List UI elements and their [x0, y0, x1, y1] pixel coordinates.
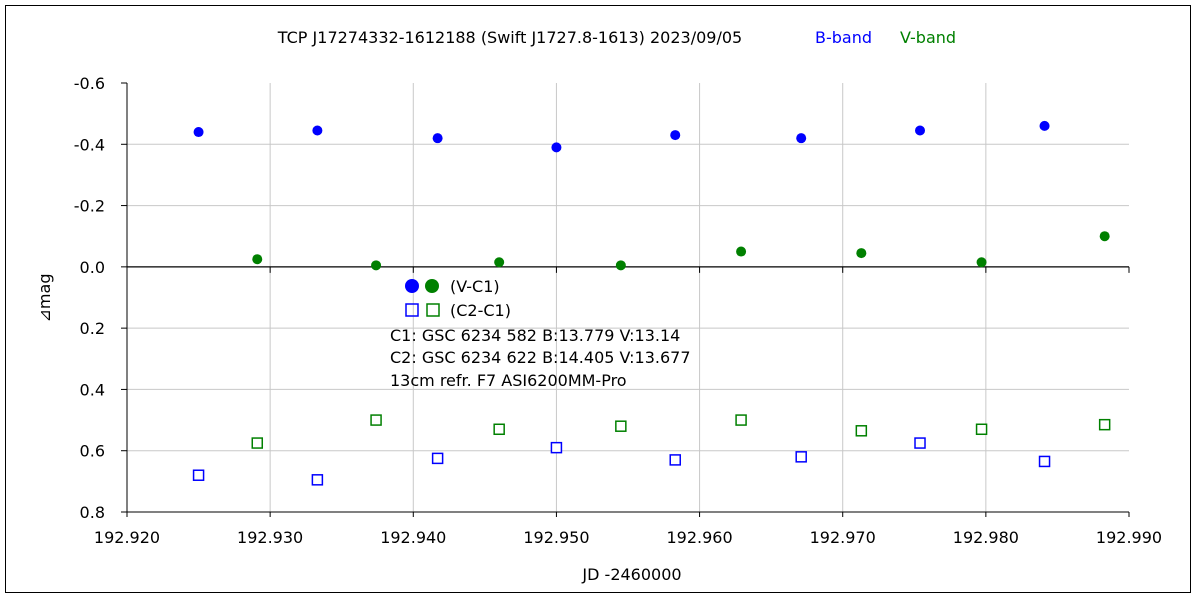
- data-point-v-c2c1: [975, 423, 988, 436]
- grid-lines: [127, 83, 1129, 512]
- y-tick-label: 0.0: [80, 258, 105, 277]
- axes: [121, 82, 1130, 517]
- data-point-v-c2c1: [615, 420, 627, 432]
- data-point-v-vc1: [736, 246, 747, 257]
- data-point-b-vc1: [796, 133, 807, 144]
- data-point-b-c2c1: [550, 441, 563, 454]
- data-point-b-vc1: [670, 130, 681, 141]
- y-tick-label: 0.2: [80, 319, 105, 338]
- data-point-b-c2c1: [192, 469, 205, 481]
- data-point-v-vc1: [615, 260, 626, 271]
- x-tick-label: 192.930: [237, 528, 303, 547]
- legend-v-square-marker: [426, 303, 440, 317]
- data-point-v-vc1: [494, 257, 505, 268]
- data-point-b-vc1: [193, 127, 204, 138]
- data-point-v-vc1: [976, 257, 987, 268]
- y-tick-label: 0.6: [80, 442, 105, 461]
- data-point-b-c2c1: [669, 454, 681, 466]
- chart-title: TCP J17274332-1612188 (Swift J1727.8-161…: [277, 28, 742, 47]
- data-point-b-c2c1: [1038, 455, 1051, 468]
- data-point-v-vc1: [856, 248, 867, 259]
- legend: (V-C1) (C2-C1) C1: GSC 6234 582 B:13.779…: [390, 277, 691, 390]
- x-tick-label: 192.950: [523, 528, 589, 547]
- legend-c2c1-label: (C2-C1): [450, 301, 511, 320]
- x-tick-label: 192.960: [666, 528, 732, 547]
- data-point-b-c2c1: [914, 437, 926, 449]
- chart-title-group: TCP J17274332-1612188 (Swift J1727.8-161…: [277, 28, 956, 47]
- data-point-v-c2c1: [251, 437, 264, 449]
- data-point-b-vc1: [432, 133, 443, 144]
- legend-c2-info: C2: GSC 6234 622 B:14.405 V:13.677: [390, 348, 691, 367]
- y-tick-labels: -0.6 -0.4 -0.2 0.0 0.2 0.4 0.6 0.8: [74, 74, 105, 522]
- y-tick-label: -0.4: [74, 135, 105, 154]
- chart-frame: [5, 5, 1191, 593]
- data-point-b-vc1: [915, 125, 926, 136]
- x-tick-label: 192.920: [94, 528, 160, 547]
- data-point-b-vc1: [1039, 120, 1050, 131]
- data-point-v-vc1: [371, 260, 382, 271]
- legend-v-circle-marker: [425, 279, 439, 293]
- legend-c1-info: C1: GSC 6234 582 B:13.779 V:13.14: [390, 326, 680, 345]
- data-point-b-c2c1: [311, 474, 324, 486]
- v-band-title-label: V-band: [900, 28, 956, 47]
- data-point-b-c2c1: [795, 451, 807, 463]
- data-point-b-c2c1: [431, 452, 444, 465]
- data-point-v-c2c1: [1098, 418, 1111, 431]
- legend-b-square-marker: [405, 303, 419, 317]
- data-point-b-vc1: [551, 142, 562, 153]
- x-tick-label: 192.990: [1096, 528, 1162, 547]
- data-point-v-c2c1: [493, 423, 505, 436]
- x-axis-label: JD -2460000: [581, 565, 681, 584]
- x-tick-labels: 192.920 192.930 192.940 192.950 192.960 192.9…: [94, 528, 1162, 547]
- data-point-v-vc1: [252, 254, 263, 265]
- data-point-v-c2c1: [370, 414, 382, 426]
- legend-vc1-label: (V-C1): [450, 277, 500, 296]
- y-axis-label: ⊿mag: [35, 274, 54, 323]
- y-tick-label: 0.4: [80, 380, 105, 399]
- x-tick-label: 192.940: [380, 528, 446, 547]
- data-point-v-c2c1: [735, 414, 747, 426]
- legend-b-circle-marker: [405, 279, 419, 293]
- data-points: [192, 120, 1111, 486]
- data-point-b-vc1: [312, 125, 323, 136]
- y-tick-label: -0.2: [74, 197, 105, 216]
- legend-instrument-info: 13cm refr. F7 ASI6200MM-Pro: [390, 371, 627, 390]
- x-tick-label: 192.980: [953, 528, 1019, 547]
- x-tick-label: 192.970: [810, 528, 876, 547]
- data-point-v-vc1: [1099, 231, 1110, 242]
- y-tick-label: 0.8: [80, 503, 105, 522]
- data-point-v-c2c1: [855, 425, 868, 437]
- b-band-title-label: B-band: [815, 28, 872, 47]
- y-tick-label: -0.6: [74, 74, 105, 93]
